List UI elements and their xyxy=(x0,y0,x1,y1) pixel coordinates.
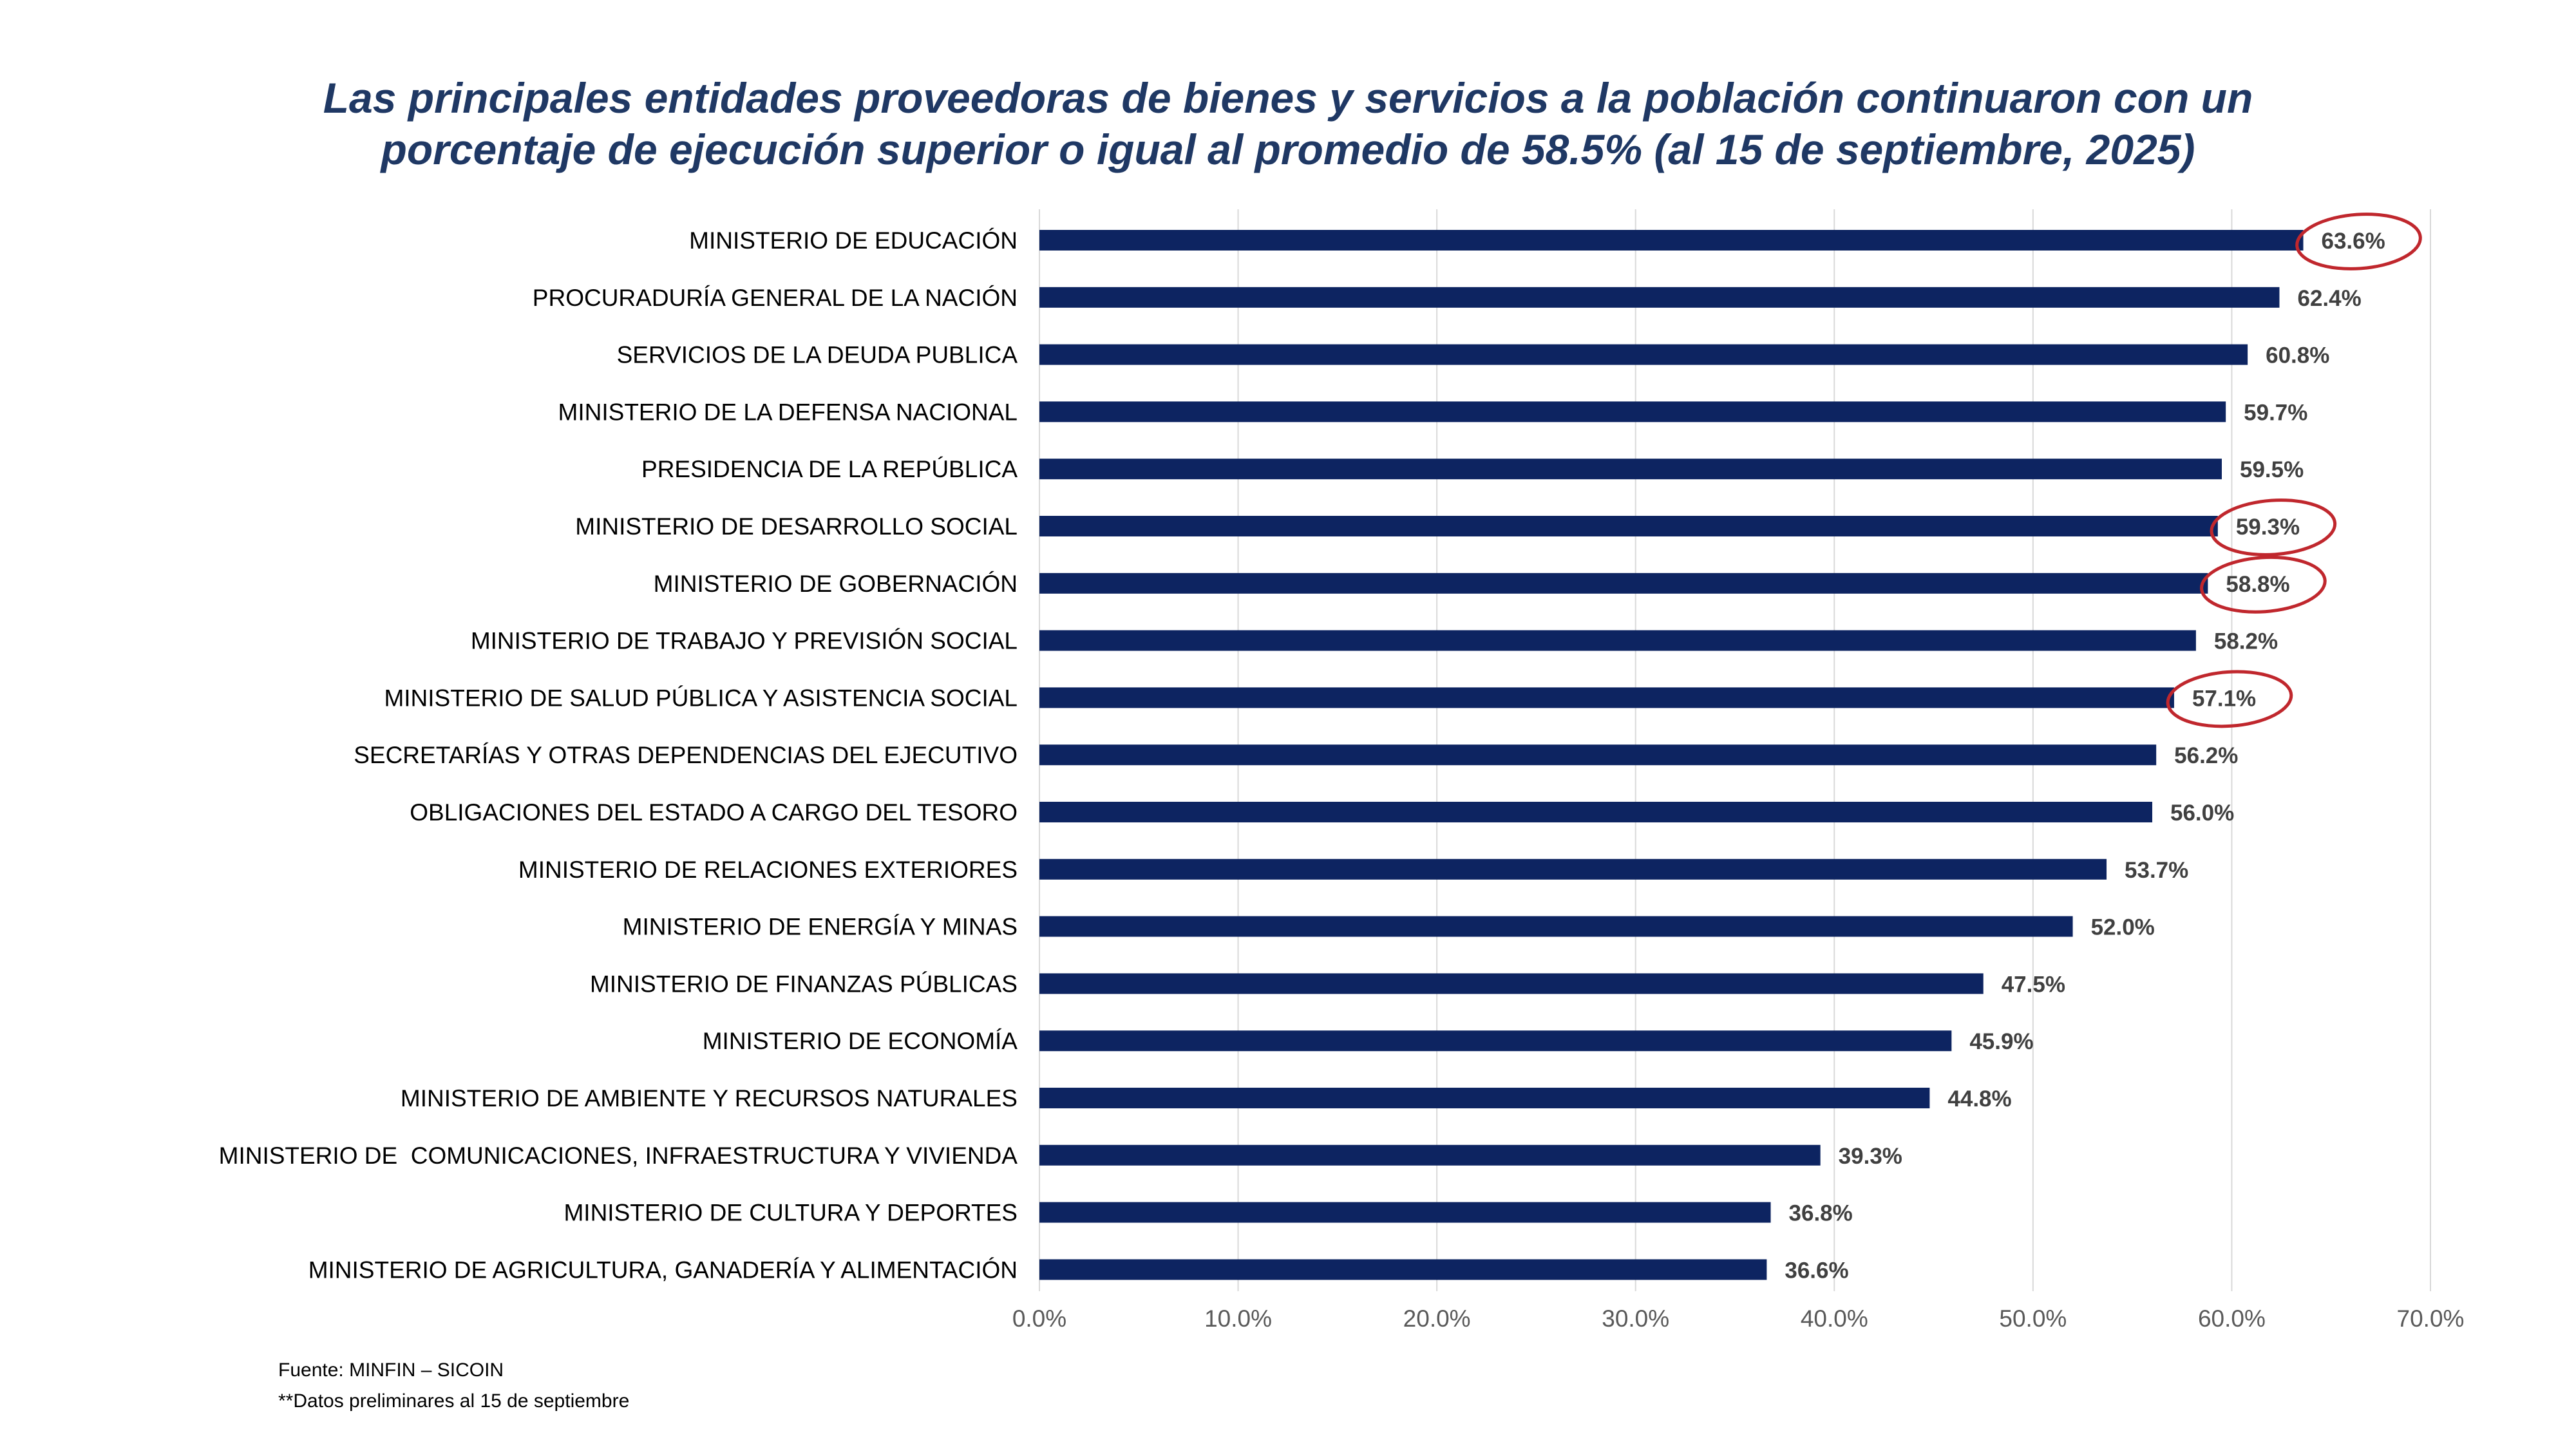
value-label: 59.5% xyxy=(2240,457,2304,482)
x-tick-label: 30.0% xyxy=(1602,1305,1669,1332)
category-label: MINISTERIO DE AGRICULTURA, GANADERÍA Y A… xyxy=(308,1256,1018,1283)
bar xyxy=(1039,459,2222,480)
category-label: OBLIGACIONES DEL ESTADO A CARGO DEL TESO… xyxy=(410,799,1018,826)
x-tick-label: 50.0% xyxy=(1999,1305,2067,1332)
highlight-circles xyxy=(2166,213,2422,728)
value-label: 60.8% xyxy=(2266,343,2329,368)
bar xyxy=(1039,1202,1771,1223)
category-label: SERVICIOS DE LA DEUDA PUBLICA xyxy=(617,342,1018,368)
value-label: 59.3% xyxy=(2236,515,2300,540)
category-label: MINISTERIO DE FINANZAS PÚBLICAS xyxy=(590,971,1018,997)
preliminary-note: **Datos preliminares al 15 de septiembre xyxy=(278,1390,630,1412)
x-axis-tick-labels: 0.0% 10.0% 20.0% 30.0% 40.0% 50.0% 60.0% 70.0% xyxy=(1012,1305,2465,1332)
bar xyxy=(1039,230,2304,251)
highlight-circle xyxy=(2210,498,2337,556)
bar xyxy=(1039,973,1984,994)
bar xyxy=(1039,858,2107,880)
value-label: 36.6% xyxy=(1785,1258,1848,1283)
highlight-circle xyxy=(2166,670,2293,728)
category-labels: MINISTERIO DE EDUCACIÓN PROCURADURÍA GENE… xyxy=(219,227,1018,1283)
value-label: 56.0% xyxy=(2170,800,2234,826)
value-label: 62.4% xyxy=(2297,286,2361,311)
bars xyxy=(1039,230,2304,1280)
chart-title-line-1: Las principales entidades proveedoras de… xyxy=(323,74,2253,122)
bar xyxy=(1039,1259,1767,1280)
category-label: SECRETARÍAS Y OTRAS DEPENDENCIAS DEL EJE… xyxy=(354,742,1018,768)
category-label: PRESIDENCIA DE LA REPÚBLICA xyxy=(641,456,1018,482)
value-label: 45.9% xyxy=(1969,1029,2033,1054)
category-label: MINISTERIO DE RELACIONES EXTERIORES xyxy=(518,857,1018,883)
bar xyxy=(1039,516,2218,536)
bar xyxy=(1039,744,2157,766)
bar xyxy=(1039,287,2280,308)
bar xyxy=(1039,630,2196,651)
category-label: MINISTERIO DE AMBIENTE Y RECURSOS NATURA… xyxy=(401,1085,1018,1112)
highlight-circle xyxy=(2295,213,2422,270)
x-tick-label: 10.0% xyxy=(1204,1305,1272,1332)
bar xyxy=(1039,802,2152,822)
bar xyxy=(1039,687,2174,708)
value-labels: 63.6% 62.4% 60.8% 59.7% 59.5% 59.3% 58.8% 58.2%… xyxy=(1785,229,2385,1283)
source-note: Fuente: MINFIN – SICOIN xyxy=(278,1359,504,1381)
value-label: 52.0% xyxy=(2091,915,2155,940)
category-label: PROCURADURÍA GENERAL DE LA NACIÓN xyxy=(533,285,1018,311)
category-label: MINISTERIO DE CULTURA Y DEPORTES xyxy=(564,1200,1018,1226)
value-label: 58.8% xyxy=(2226,572,2289,597)
category-label: MINISTERIO DE GOBERNACIÓN xyxy=(654,571,1018,597)
category-label: MINISTERIO DE EDUCACIÓN xyxy=(689,227,1018,254)
x-tick-label: 0.0% xyxy=(1012,1305,1066,1332)
chart-title: Las principales entidades proveedoras de… xyxy=(0,72,2576,175)
value-label: 57.1% xyxy=(2192,686,2256,711)
value-label: 47.5% xyxy=(2002,972,2065,997)
value-label: 44.8% xyxy=(1947,1086,2011,1112)
category-label: MINISTERIO DE ECONOMÍA xyxy=(703,1028,1018,1054)
value-label: 36.8% xyxy=(1789,1201,1853,1226)
bar xyxy=(1039,1088,1930,1108)
bar xyxy=(1039,916,2073,937)
category-label: MINISTERIO DE TRABAJO Y PREVISIÓN SOCIAL xyxy=(471,628,1018,654)
value-label: 56.2% xyxy=(2174,743,2238,768)
value-label: 53.7% xyxy=(2125,858,2188,883)
value-label: 39.3% xyxy=(1839,1144,1902,1169)
category-label: MINISTERIO DE ENERGÍA Y MINAS xyxy=(623,914,1018,940)
x-tick-label: 20.0% xyxy=(1403,1305,1471,1332)
category-label: MINISTERIO DE SALUD PÚBLICA Y ASISTENCIA… xyxy=(384,685,1018,711)
value-label: 58.2% xyxy=(2214,629,2278,654)
x-tick-label: 70.0% xyxy=(2397,1305,2465,1332)
category-label: MINISTERIO DE COMUNICACIONES, INFRAESTRU… xyxy=(219,1142,1018,1169)
footnotes: Fuente: MINFIN – SICOIN **Datos prelimin… xyxy=(278,1355,629,1417)
highlight-circle xyxy=(2200,555,2327,614)
x-tick-label: 40.0% xyxy=(1801,1305,1868,1332)
bar xyxy=(1039,1030,1952,1052)
value-label: 59.7% xyxy=(2244,400,2307,425)
bar xyxy=(1039,344,2248,365)
category-label: MINISTERIO DE LA DEFENSA NACIONAL xyxy=(558,399,1018,425)
bar xyxy=(1039,1144,1821,1166)
bar xyxy=(1039,401,2226,422)
chart-title-line-2: porcentaje de ejecución superior o igual… xyxy=(381,126,2195,173)
category-label: MINISTERIO DE DESARROLLO SOCIAL xyxy=(575,513,1018,540)
x-tick-label: 60.0% xyxy=(2198,1305,2266,1332)
bar xyxy=(1039,573,2208,594)
value-label: 63.6% xyxy=(2322,229,2385,254)
